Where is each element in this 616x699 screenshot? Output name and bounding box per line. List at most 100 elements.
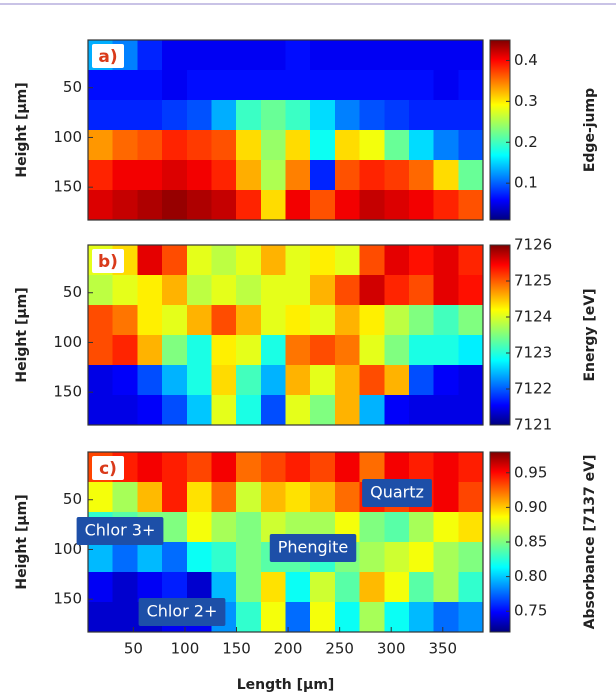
heatmap-cell [310,335,336,366]
colorbar-tick-label: 7121 [514,416,552,434]
heatmap-cell [310,275,336,306]
heatmap-cell [88,335,114,366]
heatmap-cell [236,40,262,71]
y-axis-label: Height [μm] [14,494,30,589]
annotation-box [269,534,357,562]
colorbar-label: Edge-jump [582,88,598,172]
heatmap-cell [186,100,213,131]
heatmap-cell [285,602,311,633]
colorbar-label: Energy [eV] [582,288,598,381]
heatmap-cell [458,40,484,71]
heatmap-cell [88,572,114,603]
heatmap-cell [433,572,459,603]
heatmap-cell [211,335,237,366]
heatmap-cell [285,40,311,71]
heatmap-cell [285,365,311,396]
heatmap-cell [112,100,138,131]
heatmap-cell [137,365,163,396]
heatmap-cell [310,395,336,426]
heatmap-cell [359,70,385,101]
heatmap-cell [211,305,237,336]
y-tick-label: 50 [63,490,82,508]
heatmap-cell [260,602,287,633]
heatmap-cell [88,100,114,131]
panel-label: a) [98,47,117,67]
heatmap-cell [162,542,188,573]
heatmap-cell [260,100,287,131]
heatmap-cell [458,335,484,366]
heatmap-cell [236,190,262,221]
heatmap-cell [384,275,410,306]
heatmap-cell [433,335,459,366]
heatmap-cell [260,452,287,483]
heatmap-cell [334,130,361,161]
panel-label-box [92,249,124,273]
y-axis-label: Height [μm] [14,287,30,382]
heatmap-cell [186,452,213,483]
x-tick-label: 50 [124,640,143,658]
heatmap-cell [260,572,287,603]
heatmap-cell [88,70,114,101]
heatmap-cell [211,395,237,426]
heatmap-cell [285,275,311,306]
heatmap-cell [408,335,435,366]
heatmap-cell [334,572,361,603]
heatmap-cell [186,305,213,336]
heatmap-cell [285,572,311,603]
heatmap-cell [384,365,410,396]
heatmap-cell [310,572,336,603]
heatmap-cell [236,542,262,573]
heatmap-cell [384,542,410,573]
heatmap-cell [334,245,361,276]
y-tick-label: 150 [53,383,82,401]
heatmap-cell [211,482,237,513]
heatmap-cell [137,275,163,306]
heatmap-cell [384,160,410,191]
heatmap-cell [137,542,163,573]
heatmap-cell [137,395,163,426]
heatmap-cell [211,40,237,71]
y-axis-label: Height [μm] [14,82,30,177]
x-tick-label: 350 [428,640,457,658]
heatmap-cell [408,275,435,306]
heatmap-cell [433,245,459,276]
colorbar-tick-label: 0.85 [514,533,547,551]
heatmap-cell [112,130,138,161]
heatmap-cell [310,452,336,483]
heatmap-cell [433,512,459,543]
heatmap-cell [359,40,385,71]
heatmap-cell [186,572,213,603]
plot-frame [87,244,484,426]
heatmap-cell [211,542,237,573]
heatmap-cell [162,482,188,513]
heatmap-cell [433,130,459,161]
heatmap-cell [384,395,410,426]
heatmap-cell [236,512,262,543]
heatmap-cell [162,395,188,426]
colorbar-tick-label: 0.4 [514,51,538,69]
heatmap-cell [359,542,385,573]
x-axis-label: Length [μm] [237,677,335,693]
annotation-box [76,517,164,545]
heatmap-cell [162,512,188,543]
heatmap-cell [137,70,163,101]
heatmap-cell [112,335,138,366]
heatmap-cell [112,602,138,633]
heatmap-cell [334,190,361,221]
heatmap-cell [433,160,459,191]
heatmap-cell [112,365,138,396]
heatmap-cell [137,130,163,161]
heatmap-cell [186,70,213,101]
heatmap-cell [359,452,385,483]
heatmap-cell [285,335,311,366]
heatmap-cell [186,130,213,161]
heatmap-cell [433,100,459,131]
heatmap-cell [137,160,163,191]
colorbar-tick-label: 7126 [514,236,552,254]
heatmap-cell [236,245,262,276]
heatmap-cell [433,70,459,101]
heatmap-cell [236,335,262,366]
heatmap-cell [384,245,410,276]
heatmap-cell [408,245,435,276]
